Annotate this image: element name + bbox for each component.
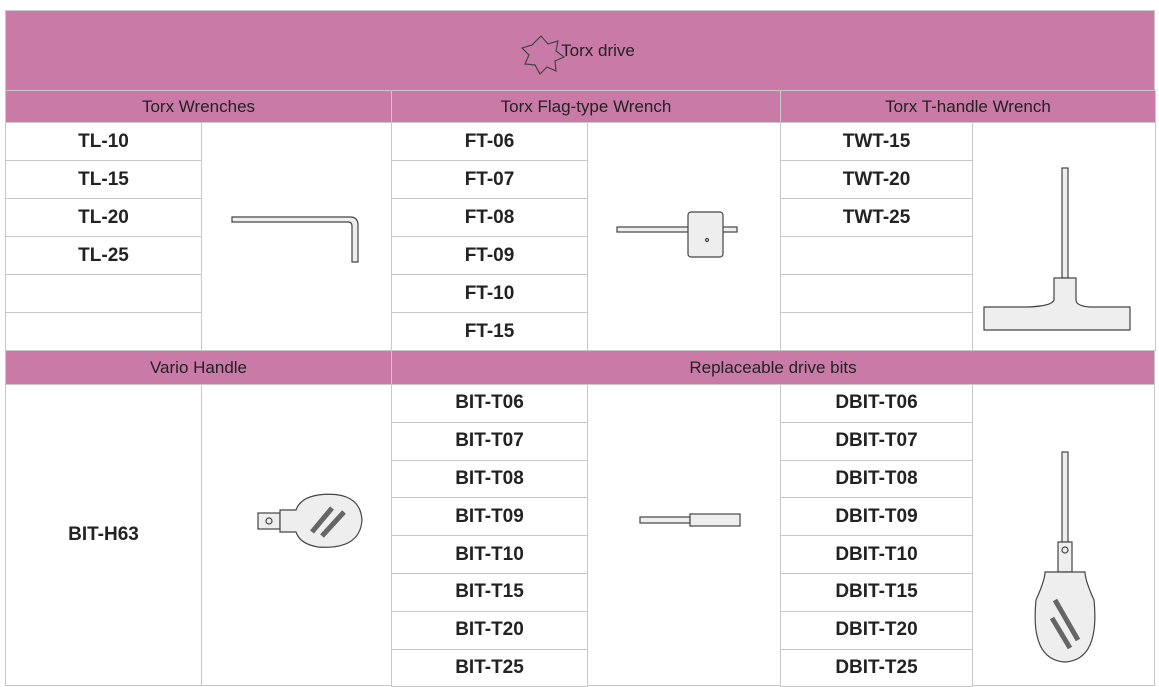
section-header: Torx Flag-type Wrench bbox=[391, 90, 781, 123]
product-code: TL-10 bbox=[5, 122, 202, 161]
empty-cell bbox=[780, 236, 973, 275]
product-code: DBIT-T08 bbox=[780, 459, 973, 499]
product-code: BIT-T08 bbox=[391, 459, 588, 499]
empty-cell bbox=[780, 274, 973, 313]
section-header: Torx Wrenches bbox=[5, 90, 392, 123]
product-code: DBIT-T20 bbox=[780, 610, 973, 650]
product-code: FT-15 bbox=[391, 312, 588, 351]
product-code: DBIT-T09 bbox=[780, 497, 973, 537]
empty-cell bbox=[5, 274, 202, 313]
product-code: BIT-H63 bbox=[5, 384, 202, 687]
empty-cell bbox=[5, 312, 202, 351]
image-cell bbox=[587, 384, 781, 687]
product-code: BIT-T25 bbox=[391, 648, 588, 687]
product-code: BIT-T07 bbox=[391, 421, 588, 461]
product-code: TL-25 bbox=[5, 236, 202, 275]
image-cell bbox=[201, 122, 392, 351]
product-code: DBIT-T06 bbox=[780, 384, 973, 423]
image-cell bbox=[972, 122, 1156, 351]
product-code: FT-10 bbox=[391, 274, 588, 313]
product-code: BIT-T09 bbox=[391, 497, 588, 537]
product-code: FT-07 bbox=[391, 160, 588, 199]
title: Torx drive bbox=[561, 40, 635, 60]
image-cell bbox=[587, 122, 781, 351]
section-header: Replaceable drive bits bbox=[391, 350, 1155, 385]
product-code: FT-06 bbox=[391, 122, 588, 161]
product-code: TL-20 bbox=[5, 198, 202, 237]
product-code: TL-15 bbox=[5, 160, 202, 199]
product-code: BIT-T06 bbox=[391, 384, 588, 423]
section-header: Vario Handle bbox=[5, 350, 392, 385]
product-code: TWT-20 bbox=[780, 160, 973, 199]
product-code: FT-09 bbox=[391, 236, 588, 275]
section-header: Torx T-handle Wrench bbox=[780, 90, 1156, 123]
product-code: BIT-T10 bbox=[391, 535, 588, 574]
product-code: DBIT-T25 bbox=[780, 648, 973, 687]
product-code: BIT-T20 bbox=[391, 610, 588, 650]
product-code: DBIT-T10 bbox=[780, 535, 973, 574]
product-code: DBIT-T15 bbox=[780, 573, 973, 612]
product-code: BIT-T15 bbox=[391, 573, 588, 612]
product-code: FT-08 bbox=[391, 198, 588, 237]
image-cell bbox=[201, 384, 392, 687]
title-bar: Torx drive bbox=[5, 10, 1155, 91]
product-code: TWT-25 bbox=[780, 198, 973, 237]
product-code: DBIT-T07 bbox=[780, 421, 973, 461]
product-code: TWT-15 bbox=[780, 122, 973, 161]
image-cell bbox=[972, 384, 1155, 687]
empty-cell bbox=[780, 312, 973, 351]
